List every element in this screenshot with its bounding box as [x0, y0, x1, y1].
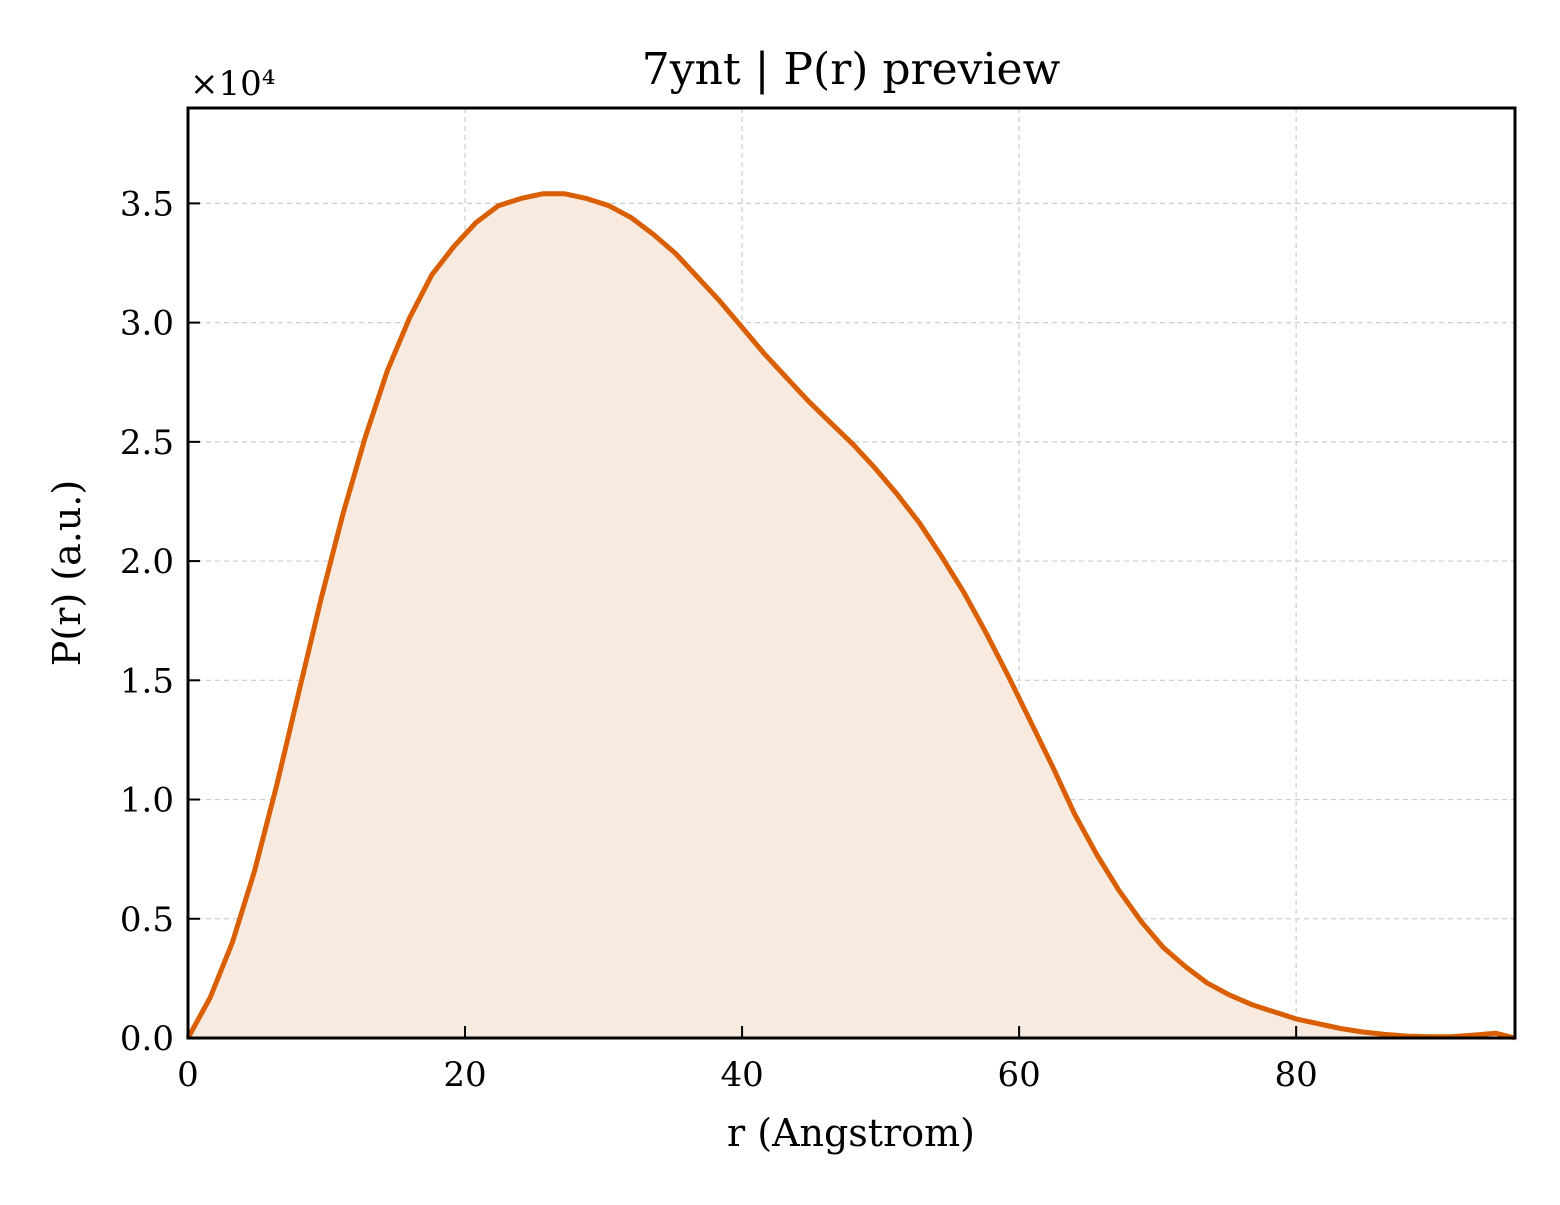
- x-tick-label: 60: [997, 1055, 1040, 1095]
- x-tick-label: 80: [1275, 1055, 1318, 1095]
- data-layer: [185, 191, 1516, 1041]
- y-tick-label: 3.5: [120, 184, 174, 224]
- y-tick-label: 2.0: [120, 542, 174, 582]
- y-tick-label: 3.0: [120, 304, 174, 344]
- y-tick-label: 0.0: [120, 1019, 174, 1059]
- series-area-fill: [188, 193, 1515, 1039]
- y-tick-label: 1.0: [120, 781, 174, 821]
- y-tick-label: 1.5: [120, 661, 174, 701]
- x-tick-label: 40: [720, 1055, 763, 1095]
- y-axis-label: P(r) (a.u.): [45, 480, 89, 666]
- series-line: [185, 191, 1516, 1041]
- tick-layer: 0 20 40 60 80 0.0 0.5 1.0 1.5 2.0 2.5 3.0 3.5: [120, 184, 1318, 1095]
- y-tick-label: 2.5: [120, 423, 174, 463]
- y-offset-label: ×10⁴: [190, 64, 275, 104]
- chart-title: 7ynt | P(r) preview: [642, 44, 1061, 95]
- y-tick-label: 0.5: [120, 900, 174, 940]
- plot-frame: [186, 106, 1517, 1040]
- x-tick-label: 0: [177, 1055, 199, 1095]
- x-tick-label: 20: [443, 1055, 486, 1095]
- x-axis-label: r (Angstrom): [727, 1111, 975, 1155]
